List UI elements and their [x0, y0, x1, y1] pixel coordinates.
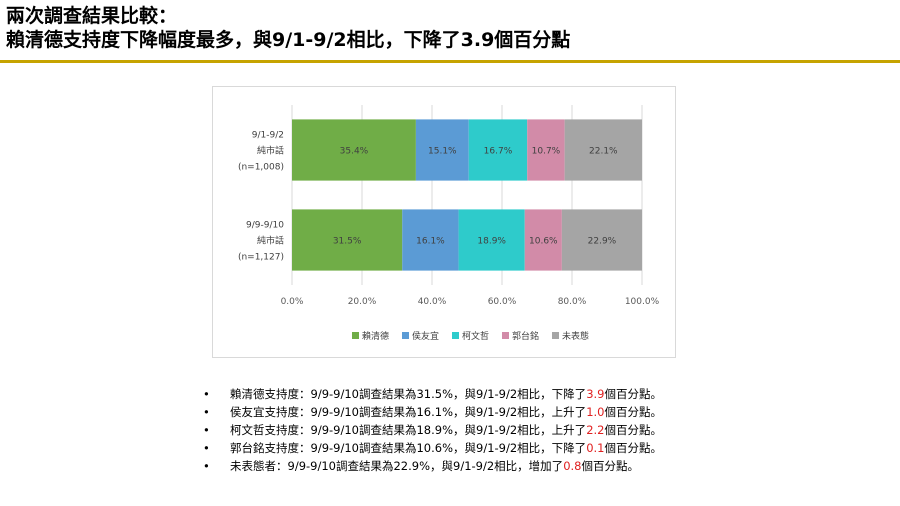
bullet-text: 9/9-9/10調查結果為18.9%，與9/1-9/2相比，上升了	[310, 423, 587, 437]
legend-swatch	[452, 332, 459, 339]
bullet-text: 9/9-9/10調查結果為10.6%，與9/1-9/2相比，下降了	[310, 441, 587, 455]
bar-segment	[292, 209, 403, 271]
legend-label: 未表態	[562, 330, 589, 342]
legend-swatch	[502, 332, 509, 339]
bullet-value: 0.8	[563, 459, 582, 473]
bullet-value: 3.9	[586, 387, 605, 401]
title-line-1: 兩次調查結果比較：	[6, 5, 178, 27]
bullet-suffix: 個百分點。	[604, 387, 662, 401]
bullet-suffix: 個百分點。	[604, 441, 662, 455]
bar-segment	[561, 209, 642, 271]
x-tick-label: 20.0%	[348, 297, 377, 307]
data-label: 18.9%	[477, 237, 506, 247]
category-label: 純市話	[257, 145, 284, 157]
bullet-list: • 賴清德支持度： 9/9-9/10調查結果為31.5%，與9/1-9/2相比，下…	[203, 385, 843, 475]
data-label: 15.1%	[428, 147, 457, 157]
bar-segment	[415, 119, 469, 181]
bullet-dot: •	[203, 387, 210, 401]
bullet-item: • 侯友宜支持度： 9/9-9/10調查結果為16.1%，與9/1-9/2相比，…	[203, 403, 843, 421]
x-tick-label: 60.0%	[488, 297, 517, 307]
bullet-text: 9/9-9/10調查結果為16.1%，與9/1-9/2相比，上升了	[310, 405, 587, 419]
x-tick-label: 40.0%	[418, 297, 447, 307]
bullet-value: 0.1	[586, 441, 605, 455]
bar-segment	[458, 209, 525, 271]
legend-label: 侯友宜	[412, 330, 439, 342]
data-label: 16.1%	[416, 237, 445, 247]
bullet-label: 柯文哲支持度：	[230, 423, 311, 437]
bullet-label: 未表態者：	[230, 459, 288, 473]
legend-swatch	[552, 332, 559, 339]
bullet-label: 賴清德支持度：	[230, 387, 311, 401]
category-label: 9/9-9/10	[246, 221, 284, 231]
bullet-label: 郭台銘支持度：	[230, 441, 311, 455]
bar-segment	[402, 209, 459, 271]
bullet-label: 侯友宜支持度：	[230, 405, 311, 419]
category-label: 純市話	[257, 235, 284, 247]
data-label: 35.4%	[340, 147, 369, 157]
data-label: 10.7%	[532, 147, 561, 157]
bar-segment	[564, 119, 642, 181]
bullet-item: • 郭台銘支持度： 9/9-9/10調查結果為10.6%，與9/1-9/2相比，…	[203, 439, 843, 457]
x-tick-label: 80.0%	[558, 297, 587, 307]
bullet-dot: •	[203, 459, 210, 473]
bullet-dot: •	[203, 405, 210, 419]
stacked-bar-chart: 0.0% 20.0% 40.0% 60.0% 80.0% 100.0% 35.4% 15.1%…	[238, 105, 660, 342]
page-title: 兩次調查結果比較： 賴清德支持度下降幅度最多，與9/1-9/2相比，下降了3.9…	[6, 4, 894, 52]
legend-label: 柯文哲	[462, 330, 489, 342]
bar-segment	[527, 119, 565, 181]
data-label: 16.7%	[484, 147, 513, 157]
bullet-item: • 賴清德支持度： 9/9-9/10調查結果為31.5%，與9/1-9/2相比，下…	[203, 385, 843, 403]
legend-label: 賴清德	[362, 330, 389, 342]
legend-swatch	[402, 332, 409, 339]
legend-label: 郭台銘	[512, 330, 539, 342]
data-label: 22.1%	[589, 147, 618, 157]
bullet-dot: •	[203, 441, 210, 455]
bullet-text: 9/9-9/10調查結果為22.9%，與9/1-9/2相比，增加了	[287, 459, 564, 473]
bullet-value: 2.2	[586, 423, 605, 437]
bullet-suffix: 個百分點。	[581, 459, 639, 473]
title-line-2: 賴清德支持度下降幅度最多，與9/1-9/2相比，下降了3.9個百分點	[6, 29, 571, 51]
x-tick-label: 0.0%	[281, 297, 304, 307]
bullet-text: 9/9-9/10調查結果為31.5%，與9/1-9/2相比，下降了	[310, 387, 587, 401]
bar-segment	[524, 209, 562, 271]
data-label: 10.6%	[529, 237, 558, 247]
bullet-value: 1.0	[586, 405, 605, 419]
category-label: 9/1-9/2	[252, 131, 284, 141]
x-tick-label: 100.0%	[625, 297, 660, 307]
data-label: 22.9%	[588, 237, 617, 247]
bar-segment	[292, 119, 416, 181]
bullet-suffix: 個百分點。	[604, 423, 662, 437]
category-label: (n=1,008)	[238, 163, 284, 173]
category-label: (n=1,127)	[238, 253, 284, 263]
bullet-dot: •	[203, 423, 210, 437]
bullet-item: • 柯文哲支持度： 9/9-9/10調查結果為18.9%，與9/1-9/2相比，…	[203, 421, 843, 439]
bullet-suffix: 個百分點。	[604, 405, 662, 419]
bullet-item: • 未表態者： 9/9-9/10調查結果為22.9%，與9/1-9/2相比，增加…	[203, 457, 843, 475]
data-label: 31.5%	[333, 237, 362, 247]
title-divider	[0, 60, 900, 63]
legend-swatch	[352, 332, 359, 339]
chart-frame: 0.0% 20.0% 40.0% 60.0% 80.0% 100.0% 35.4% 15.1%…	[212, 86, 676, 358]
bar-segment	[468, 119, 528, 181]
